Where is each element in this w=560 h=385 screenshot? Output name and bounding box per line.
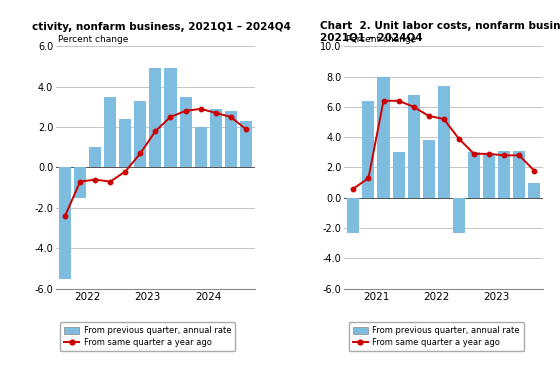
Bar — [165, 69, 176, 167]
Bar — [528, 182, 540, 198]
Bar — [209, 109, 222, 167]
Text: ctivity, nonfarm business, 2021Q1 – 2024Q4: ctivity, nonfarm business, 2021Q1 – 2024… — [32, 22, 291, 32]
Bar — [362, 101, 375, 198]
Text: Percent change: Percent change — [346, 35, 417, 44]
Bar — [377, 77, 390, 198]
Bar — [89, 147, 101, 167]
Bar — [180, 97, 192, 167]
Bar — [483, 154, 495, 198]
Bar — [74, 167, 86, 198]
Bar — [347, 198, 360, 233]
Legend: From previous quarter, annual rate, From same quarter a year ago: From previous quarter, annual rate, From… — [60, 322, 235, 351]
Bar — [225, 111, 237, 167]
Bar — [393, 152, 405, 198]
Bar — [453, 198, 465, 233]
Bar — [240, 121, 252, 167]
Bar — [438, 85, 450, 198]
Bar — [150, 69, 161, 167]
Bar — [194, 127, 207, 167]
Bar — [408, 95, 419, 198]
Bar — [513, 151, 525, 198]
Bar — [104, 97, 116, 167]
Bar — [119, 119, 132, 167]
Text: Percent change: Percent change — [58, 35, 128, 44]
Bar — [498, 151, 510, 198]
Bar — [59, 167, 71, 279]
Bar — [134, 101, 146, 167]
Bar — [423, 140, 435, 198]
Legend: From previous quarter, annual rate, From same quarter a year ago: From previous quarter, annual rate, From… — [348, 322, 524, 351]
Bar — [468, 152, 480, 198]
Text: Chart  2. Unit labor costs, nonfarm business,
2021Q1 – 2024Q4: Chart 2. Unit labor costs, nonfarm busin… — [320, 21, 560, 43]
